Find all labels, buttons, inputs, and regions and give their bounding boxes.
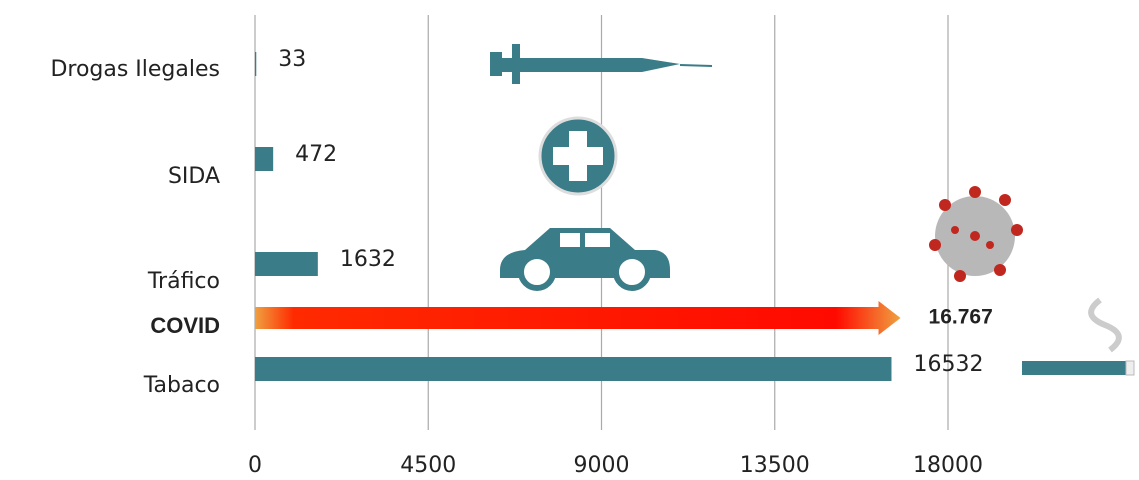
value-label: 472 — [295, 142, 337, 167]
x-tick-label: 9000 — [574, 453, 630, 478]
cigarette-icon — [1022, 300, 1134, 375]
bar — [255, 252, 318, 276]
bar — [255, 52, 256, 76]
virus-icon — [929, 186, 1023, 282]
y-tick-label: Drogas Ilegales — [50, 57, 220, 82]
bar — [255, 301, 901, 335]
x-tick-label: 4500 — [400, 453, 456, 478]
bar — [255, 147, 273, 171]
value-label: 16532 — [913, 352, 983, 377]
y-tick-label: Tráfico — [147, 269, 220, 294]
chart: 0 4500 9000 13500 18000 Drogas Ilegales 33 SIDA… — [0, 0, 1139, 480]
x-tick-label: 18000 — [913, 453, 983, 478]
y-tick-label: COVID — [150, 313, 220, 338]
y-tick-label: SIDA — [168, 164, 220, 189]
x-tick-label: 0 — [248, 453, 262, 478]
page: {"chart_data": {"type": "bar", "orientat… — [0, 0, 1139, 480]
value-label: 33 — [278, 47, 306, 72]
y-tick-label: Tabaco — [143, 373, 220, 398]
bars — [255, 52, 901, 381]
bar — [255, 357, 891, 381]
cross-icon — [540, 118, 616, 194]
value-label: 1632 — [340, 247, 396, 272]
x-tick-label: 13500 — [740, 453, 810, 478]
value-label: 16.767 — [929, 306, 993, 329]
car-icon — [500, 228, 670, 288]
